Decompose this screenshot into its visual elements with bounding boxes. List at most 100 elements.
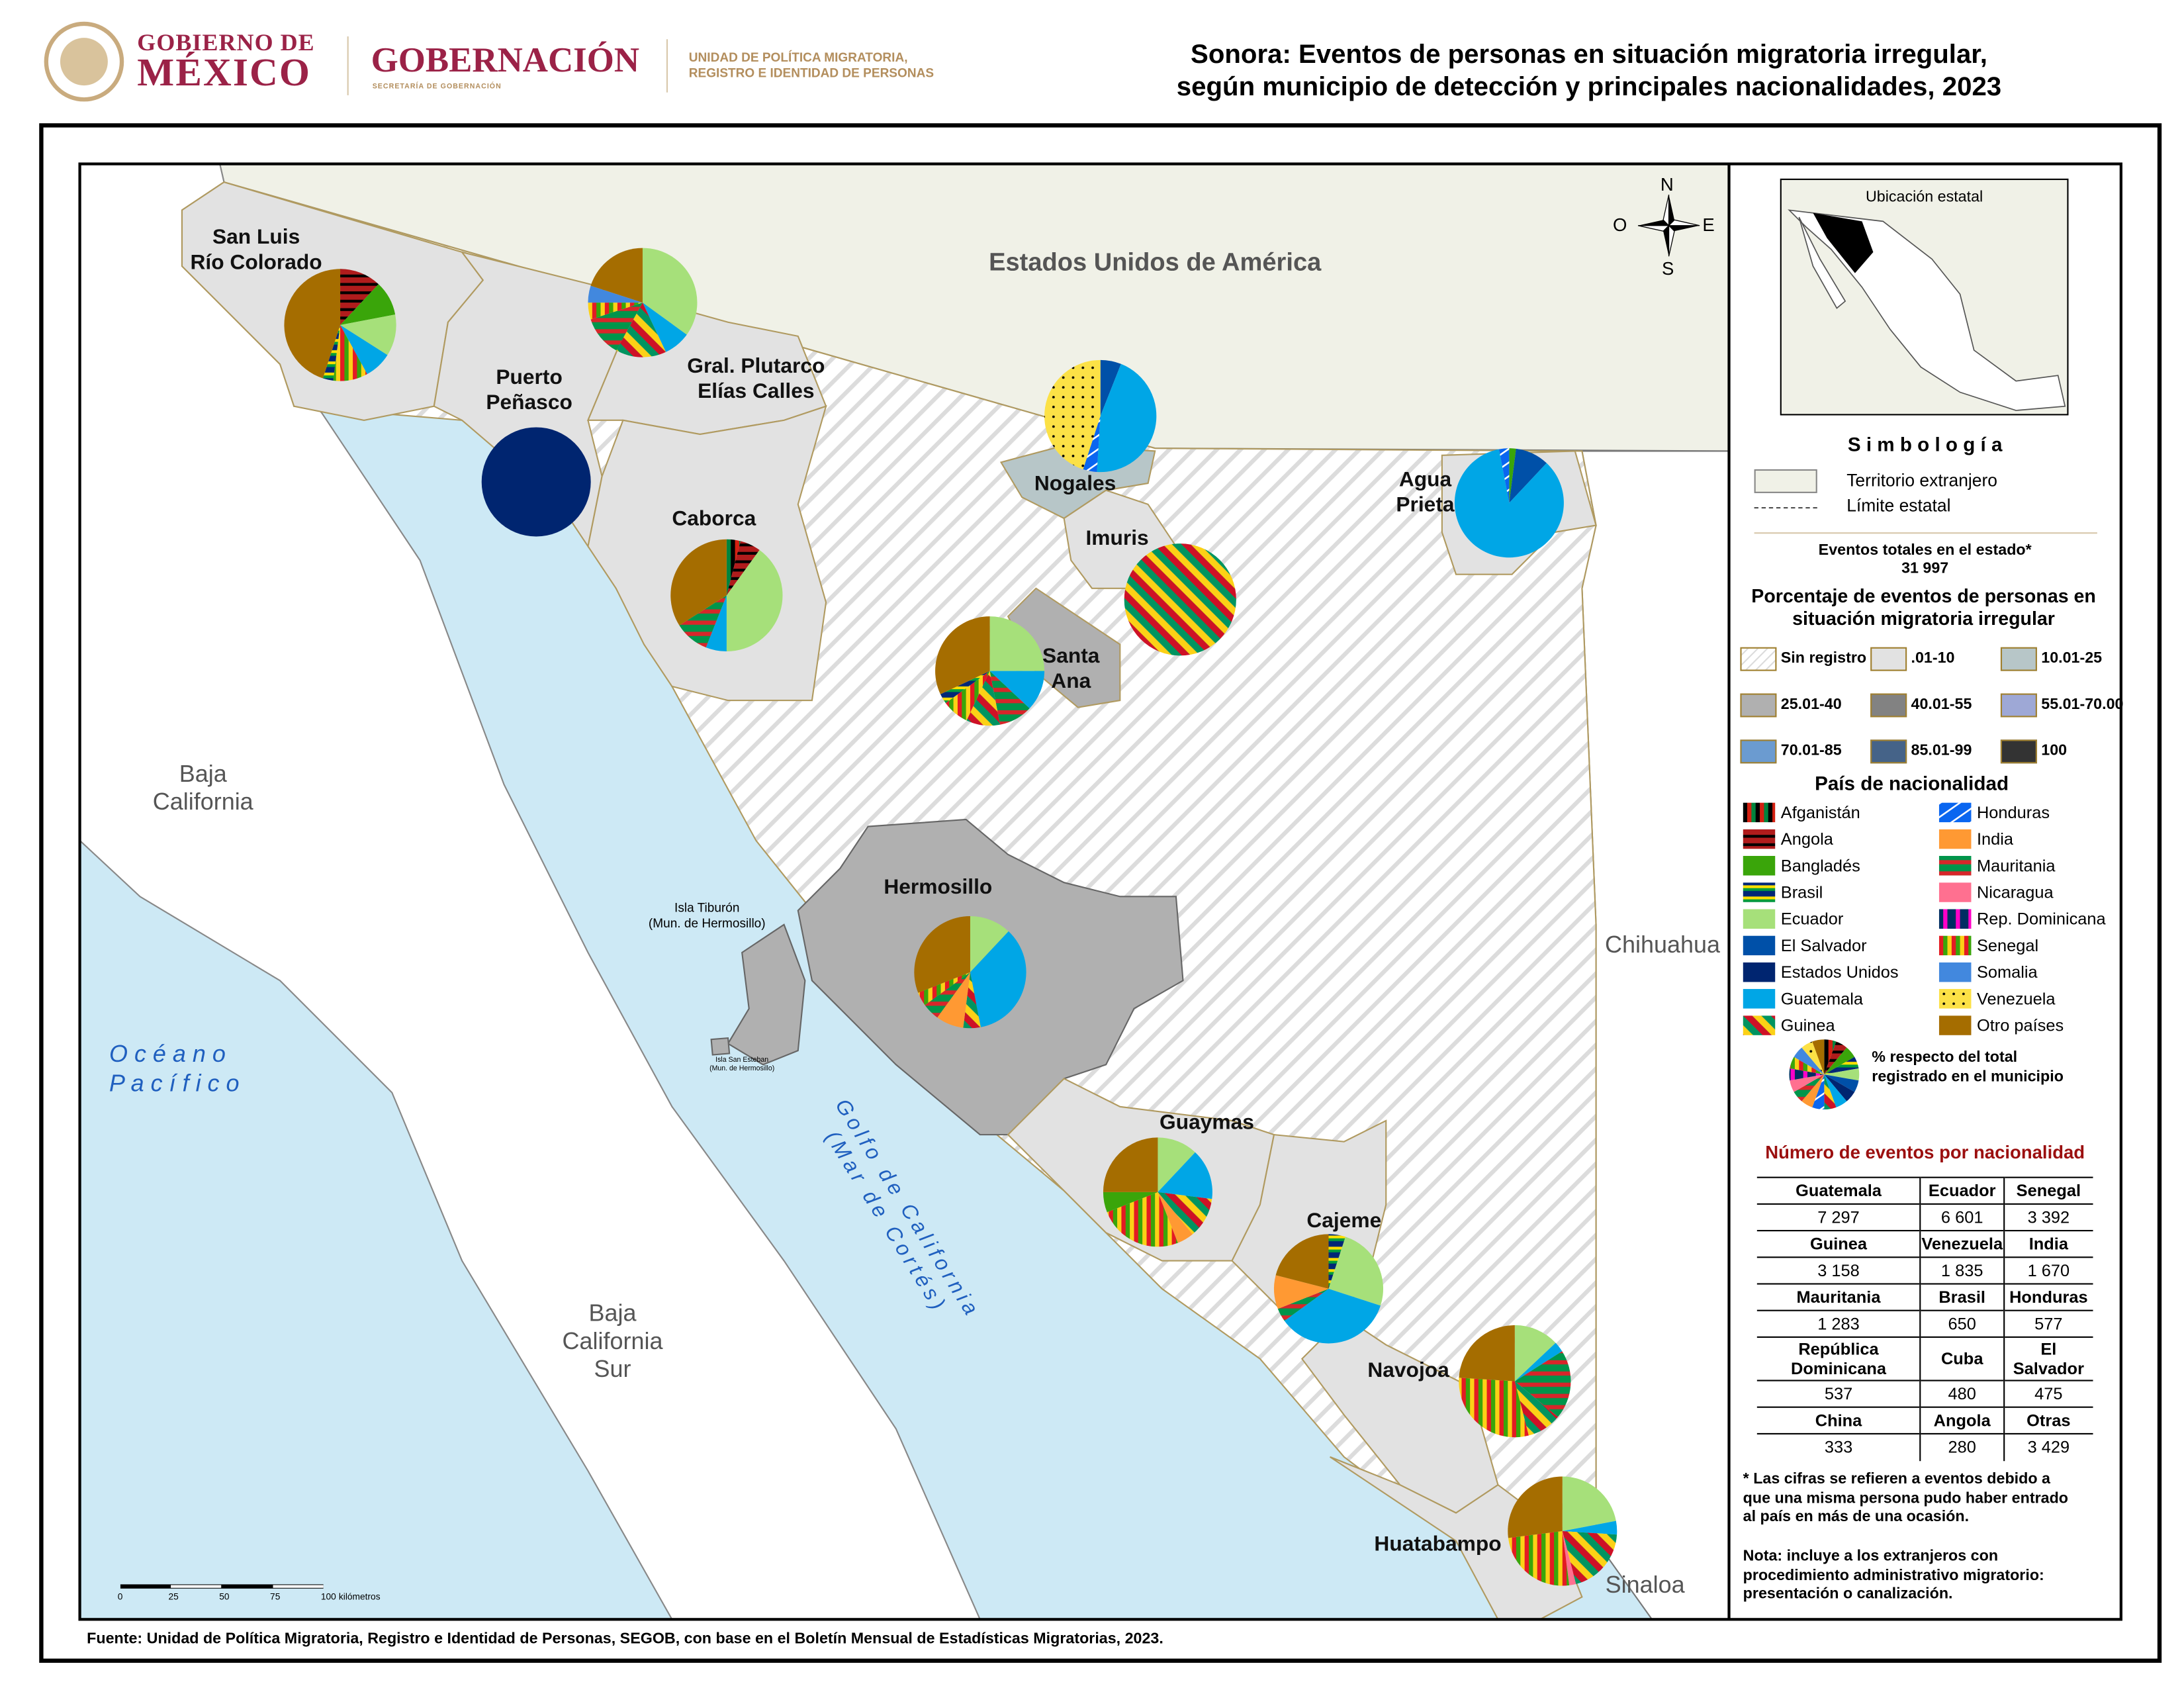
event-count: 3 429 — [2003, 1432, 2093, 1461]
unit-name: UNIDAD DE POLÍTICA MIGRATORIA, REGISTRO E… — [688, 50, 934, 80]
gobierno-de-mexico-logo: GOBIERNO DE MÉXICO — [137, 29, 315, 95]
pie-slice-angola — [1824, 1041, 1847, 1075]
range-swatch-100 — [2000, 739, 2037, 764]
nationality-label: Guinea — [1780, 1015, 1835, 1035]
table-value-row: 1 283 650 577 — [1756, 1309, 2093, 1337]
pie-slice-india — [1274, 1275, 1329, 1309]
nationality-swatch-estados-unidos — [1743, 962, 1776, 982]
pie-slice-rep-dominicana — [1789, 1068, 1825, 1081]
range-swatch-sin-registro — [1740, 647, 1777, 671]
pie-slice-nicaragua — [1562, 1531, 1576, 1585]
scale-tick-label: 100 — [320, 1593, 336, 1603]
compass-w: O — [1612, 214, 1627, 236]
pie-slice-guinea — [1158, 1192, 1212, 1235]
country-name: El Salvador — [2003, 1336, 2093, 1381]
pie-slice-india — [1801, 1074, 1825, 1107]
pie-slice-otro-paises — [1459, 1325, 1515, 1382]
label-usa: Estados Unidos de América — [989, 248, 1322, 276]
range-swatch-85-01-99 — [1870, 739, 1907, 764]
country-name: Otras — [2003, 1406, 2093, 1434]
pie-slice-afganistan — [1824, 1039, 1837, 1075]
pie-chart-guaymas — [1103, 1137, 1212, 1247]
country-name: Ecuador — [1920, 1176, 2004, 1204]
range-swatch-01-10 — [1870, 647, 1907, 671]
pie-slice-nicaragua — [1790, 1074, 1825, 1092]
event-count: 333 — [1756, 1432, 1921, 1461]
municipality-label: Santa Ana — [1042, 644, 1100, 694]
event-count: 537 — [1756, 1380, 1921, 1407]
pie-slice-ecuador — [1824, 1068, 1860, 1081]
nationality-label: Guatemala — [1780, 989, 1863, 1009]
pie-slice-ecuador — [1328, 1237, 1384, 1306]
pie-slice-india — [937, 972, 970, 1028]
municipality-label: Hermosillo — [884, 875, 993, 900]
nationality-label: Venezuela — [1976, 989, 2056, 1009]
pie-slice-guatemala — [1097, 363, 1157, 473]
pie-slice-guinea — [1124, 543, 1236, 656]
range-swatch-70-01-85 — [1740, 739, 1777, 764]
label-sinaloa: Sinaloa — [1605, 1571, 1685, 1599]
table-value-row: 537 480 475 — [1756, 1380, 2093, 1407]
pie-slice-brasil — [1824, 1056, 1859, 1075]
divider — [666, 39, 668, 93]
country-name: Mauritania — [1756, 1283, 1921, 1311]
foreign-territory-label: Territorio extranjero — [1846, 471, 1998, 491]
pie-chart-san-luis-rio-colorado — [284, 269, 396, 381]
pie-chart-agua-prieta — [1454, 448, 1564, 558]
legend-title: S i m b o l o g í a — [1847, 432, 2003, 455]
pie-slice-honduras — [1812, 1074, 1825, 1110]
pie-slice-senegal — [918, 972, 970, 1006]
country-name: Brasil — [1920, 1283, 2004, 1311]
gobernacion-logo: GOBERNACIÓN — [371, 42, 640, 80]
range-swatch-55-01-70-00 — [2000, 693, 2037, 718]
event-count: 1 283 — [1756, 1309, 1921, 1337]
pie-slice-mauritania — [1514, 1351, 1571, 1417]
pie-note: % respecto del total registrado en el mun… — [1872, 1049, 2064, 1086]
pie-slice-brasil — [1328, 1234, 1346, 1289]
pie-slice-el-salvador — [1824, 1074, 1859, 1092]
nationality-label: El Salvador — [1780, 935, 1867, 956]
pie-slice-honduras — [1498, 448, 1510, 503]
isla-san-esteban — [710, 1037, 731, 1056]
municipality-label: Imuris — [1085, 526, 1149, 551]
nationality-swatch-honduras — [1938, 802, 1972, 823]
pie-slice-otro-paises — [284, 269, 341, 379]
pie-slice-mauritania — [1277, 1288, 1329, 1321]
pie-chart-navojoa — [1459, 1325, 1571, 1438]
pie-slice-guatemala — [1514, 1342, 1563, 1382]
pie-slice-mauritania — [679, 595, 727, 648]
pie-slice-guatemala — [1824, 1074, 1847, 1107]
pie-slice-venezuela — [1801, 1041, 1825, 1075]
range-label: 85.01-99 — [1911, 742, 1972, 759]
pie-slice-el-salvador — [1509, 448, 1547, 503]
pie-slice-ecuador — [642, 248, 698, 335]
nationality-swatch-angola — [1743, 829, 1776, 849]
pie-slice-brasil — [940, 671, 990, 704]
nationality-label: Afganistán — [1780, 802, 1860, 823]
pie-slice-guatemala — [970, 931, 1026, 1027]
pie-slice-mauritania — [925, 972, 970, 1018]
municipality-label: Gral. Plutarco Elías Calles — [687, 354, 825, 404]
pie-slice-otro-paises — [914, 915, 970, 993]
pie-slice-estados-unidos — [1824, 1074, 1855, 1102]
country-name: Honduras — [2003, 1283, 2093, 1311]
table-value-row: 7 297 6 601 3 392 — [1756, 1203, 2093, 1231]
pie-slice-senegal — [1790, 1056, 1825, 1075]
pie-slice-india — [1158, 1192, 1193, 1243]
nationality-label: India — [1976, 829, 2014, 849]
foreign-territory-swatch — [1754, 469, 1817, 493]
table-value-row: 333 280 3 429 — [1756, 1432, 2093, 1461]
page-title: Sonora: Eventos de personas en situación… — [1176, 40, 2002, 103]
pie-slice-guinea — [1514, 1381, 1559, 1436]
pie-slice-otro-paises — [1275, 1234, 1329, 1289]
range-swatch-40-01-55 — [1870, 693, 1907, 718]
range-swatch-10-01-25 — [2000, 647, 2037, 671]
pie-slice-ecuador — [1562, 1476, 1616, 1532]
nationality-swatch-afganistan — [1743, 802, 1776, 823]
pie-slice-angola — [726, 541, 760, 596]
pie-slice-guatemala — [1284, 1288, 1381, 1344]
country-name: China — [1756, 1406, 1921, 1434]
label-baja-california: Baja California — [152, 761, 253, 816]
